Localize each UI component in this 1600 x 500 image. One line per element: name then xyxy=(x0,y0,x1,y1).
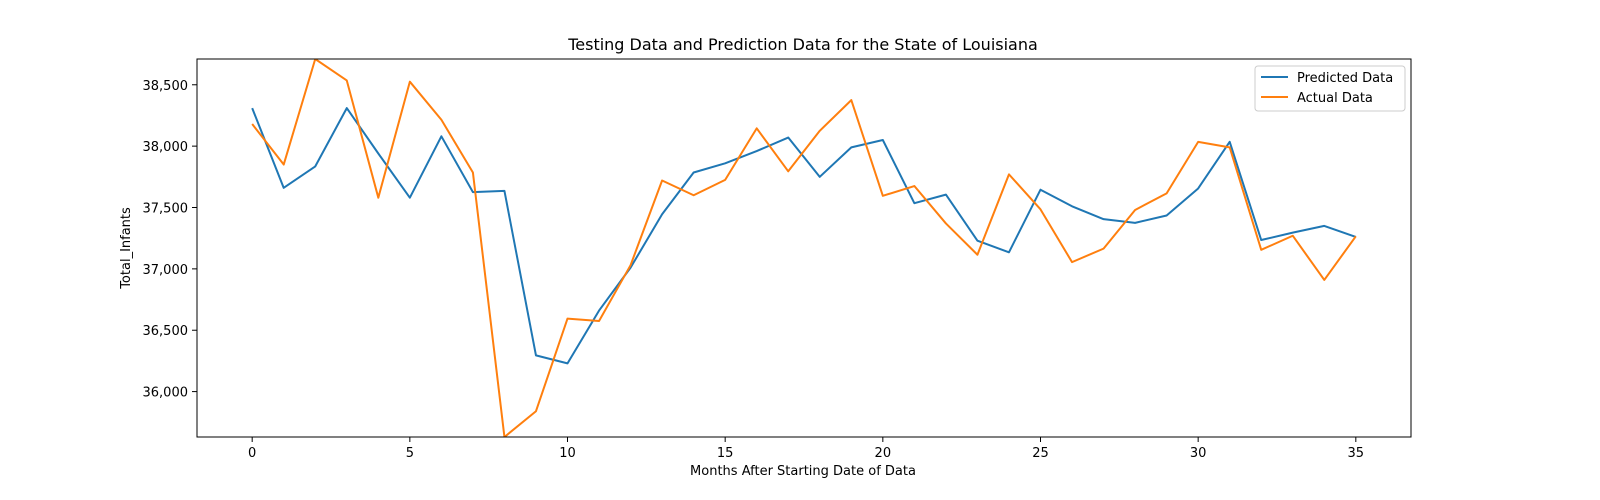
legend-label-actual: Actual Data xyxy=(1297,91,1373,106)
series-lines xyxy=(251,59,1357,437)
y-axis-label: Total_Infants xyxy=(119,207,134,290)
x-tick-label: 30 xyxy=(1190,446,1207,461)
series-line-actual xyxy=(251,59,1357,437)
x-axis-label: Months After Starting Date of Data xyxy=(690,464,916,479)
legend-label-predicted: Predicted Data xyxy=(1297,71,1393,86)
y-tick-label: 37,500 xyxy=(143,202,189,217)
x-tick-label: 10 xyxy=(559,446,576,461)
x-tick-label: 15 xyxy=(717,446,734,461)
y-tick-label: 38,000 xyxy=(143,140,189,155)
x-tick-label: 35 xyxy=(1348,446,1365,461)
chart-title: Testing Data and Prediction Data for the… xyxy=(567,35,1038,54)
legend-box xyxy=(1254,65,1406,112)
series-line-predicted xyxy=(251,107,1357,365)
x-axis-ticks: 0 5 10 15 20 25 30 35 xyxy=(248,437,1364,461)
x-tick-label: 25 xyxy=(1032,446,1049,461)
y-axis-ticks: 36,000 36,500 37,000 37,500 38,000 38,500 xyxy=(143,79,197,401)
legend: Predicted Data Actual Data xyxy=(1254,65,1406,112)
y-tick-label: 36,500 xyxy=(143,324,189,339)
y-tick-label: 36,000 xyxy=(143,386,189,401)
x-tick-label: 5 xyxy=(406,446,414,461)
x-tick-label: 20 xyxy=(875,446,892,461)
y-tick-label: 38,500 xyxy=(143,79,189,94)
plot-area-frame xyxy=(196,58,1412,438)
y-tick-label: 37,000 xyxy=(143,263,189,278)
x-tick-label: 0 xyxy=(248,446,256,461)
